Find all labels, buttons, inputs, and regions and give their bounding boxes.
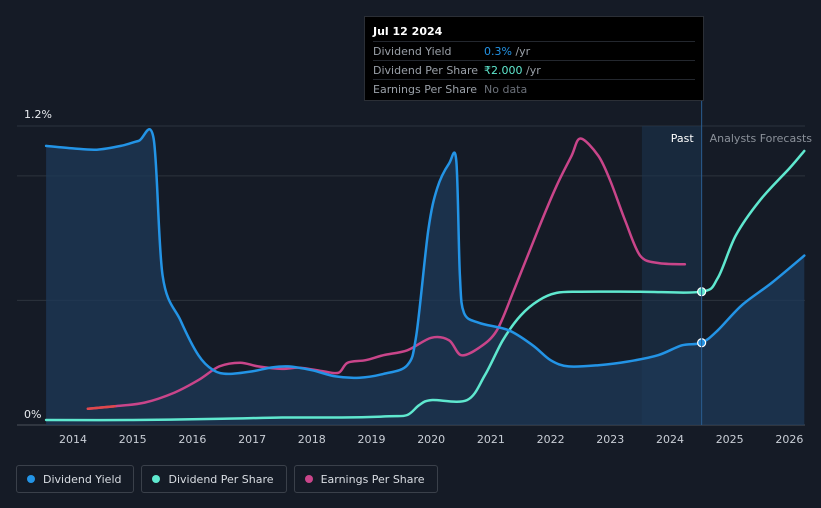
tooltip-value: 0.3%	[484, 44, 512, 58]
tooltip-value: No data	[484, 82, 528, 96]
x-tick-label: 2024	[656, 433, 684, 446]
tooltip-label: Dividend Per Share	[373, 63, 479, 77]
legend-dividend-yield[interactable]: Dividend Yield	[16, 465, 135, 493]
tooltip-row-dividend-per-share: Dividend Per Share ₹2.000 /yr	[373, 60, 695, 79]
x-tick-label: 2017	[238, 433, 266, 446]
tooltip-suffix: /yr	[511, 44, 531, 58]
x-tick-label: 2021	[477, 433, 505, 446]
legend-label: Earnings Per Share	[320, 472, 425, 486]
x-tick-label: 2020	[417, 433, 445, 446]
x-tick-label: 2022	[537, 433, 565, 446]
legend-label: Dividend Per Share	[168, 472, 274, 486]
dividend-per-share-line	[44, 149, 806, 422]
tooltip-label: Earnings Per Share	[373, 82, 478, 96]
x-tick-label: 2026	[775, 433, 803, 446]
earnings-per-share-line	[86, 137, 687, 411]
y-axis-top-label: 1.2%	[24, 108, 52, 121]
legend-label: Dividend Yield	[43, 472, 122, 486]
x-tick-label: 2015	[119, 433, 147, 446]
x-tick-label: 2023	[596, 433, 624, 446]
x-tick-label: 2025	[716, 433, 744, 446]
tooltip-row-earnings-per-share: Earnings Per Share No data	[373, 79, 695, 98]
forecast-region-label: Analysts Forecasts	[710, 132, 813, 145]
eps-negative-segment	[86, 405, 117, 411]
y-axis-bottom-label: 0%	[24, 408, 41, 421]
dividend-yield-line	[44, 128, 806, 380]
legend-dividend-per-share[interactable]: Dividend Per Share	[141, 465, 287, 493]
tooltip-date: Jul 12 2024	[373, 25, 443, 38]
dividend-yield-area	[46, 129, 805, 426]
tooltip-label: Dividend Yield	[373, 44, 452, 58]
legend-earnings-per-share[interactable]: Earnings Per Share	[293, 465, 438, 493]
x-tick-label: 2014	[59, 433, 87, 446]
x-tick-label: 2019	[358, 433, 386, 446]
tooltip-row-dividend-yield: Dividend Yield 0.3% /yr	[373, 41, 695, 60]
x-tick-label: 2018	[298, 433, 326, 446]
legend-dot-icon	[304, 475, 313, 483]
tooltip-value: ₹2.000	[484, 63, 523, 77]
chart-tooltip: Jul 12 2024 Dividend Yield 0.3% /yr Divi…	[364, 16, 704, 101]
x-tick-label: 2016	[178, 433, 206, 446]
legend-dot-icon	[152, 475, 161, 483]
chart-legend: Dividend Yield Dividend Per Share Earnin…	[16, 465, 438, 493]
tooltip-suffix: /yr	[522, 63, 541, 77]
legend-dot-icon	[27, 475, 35, 483]
past-region-label: Past	[671, 132, 695, 145]
